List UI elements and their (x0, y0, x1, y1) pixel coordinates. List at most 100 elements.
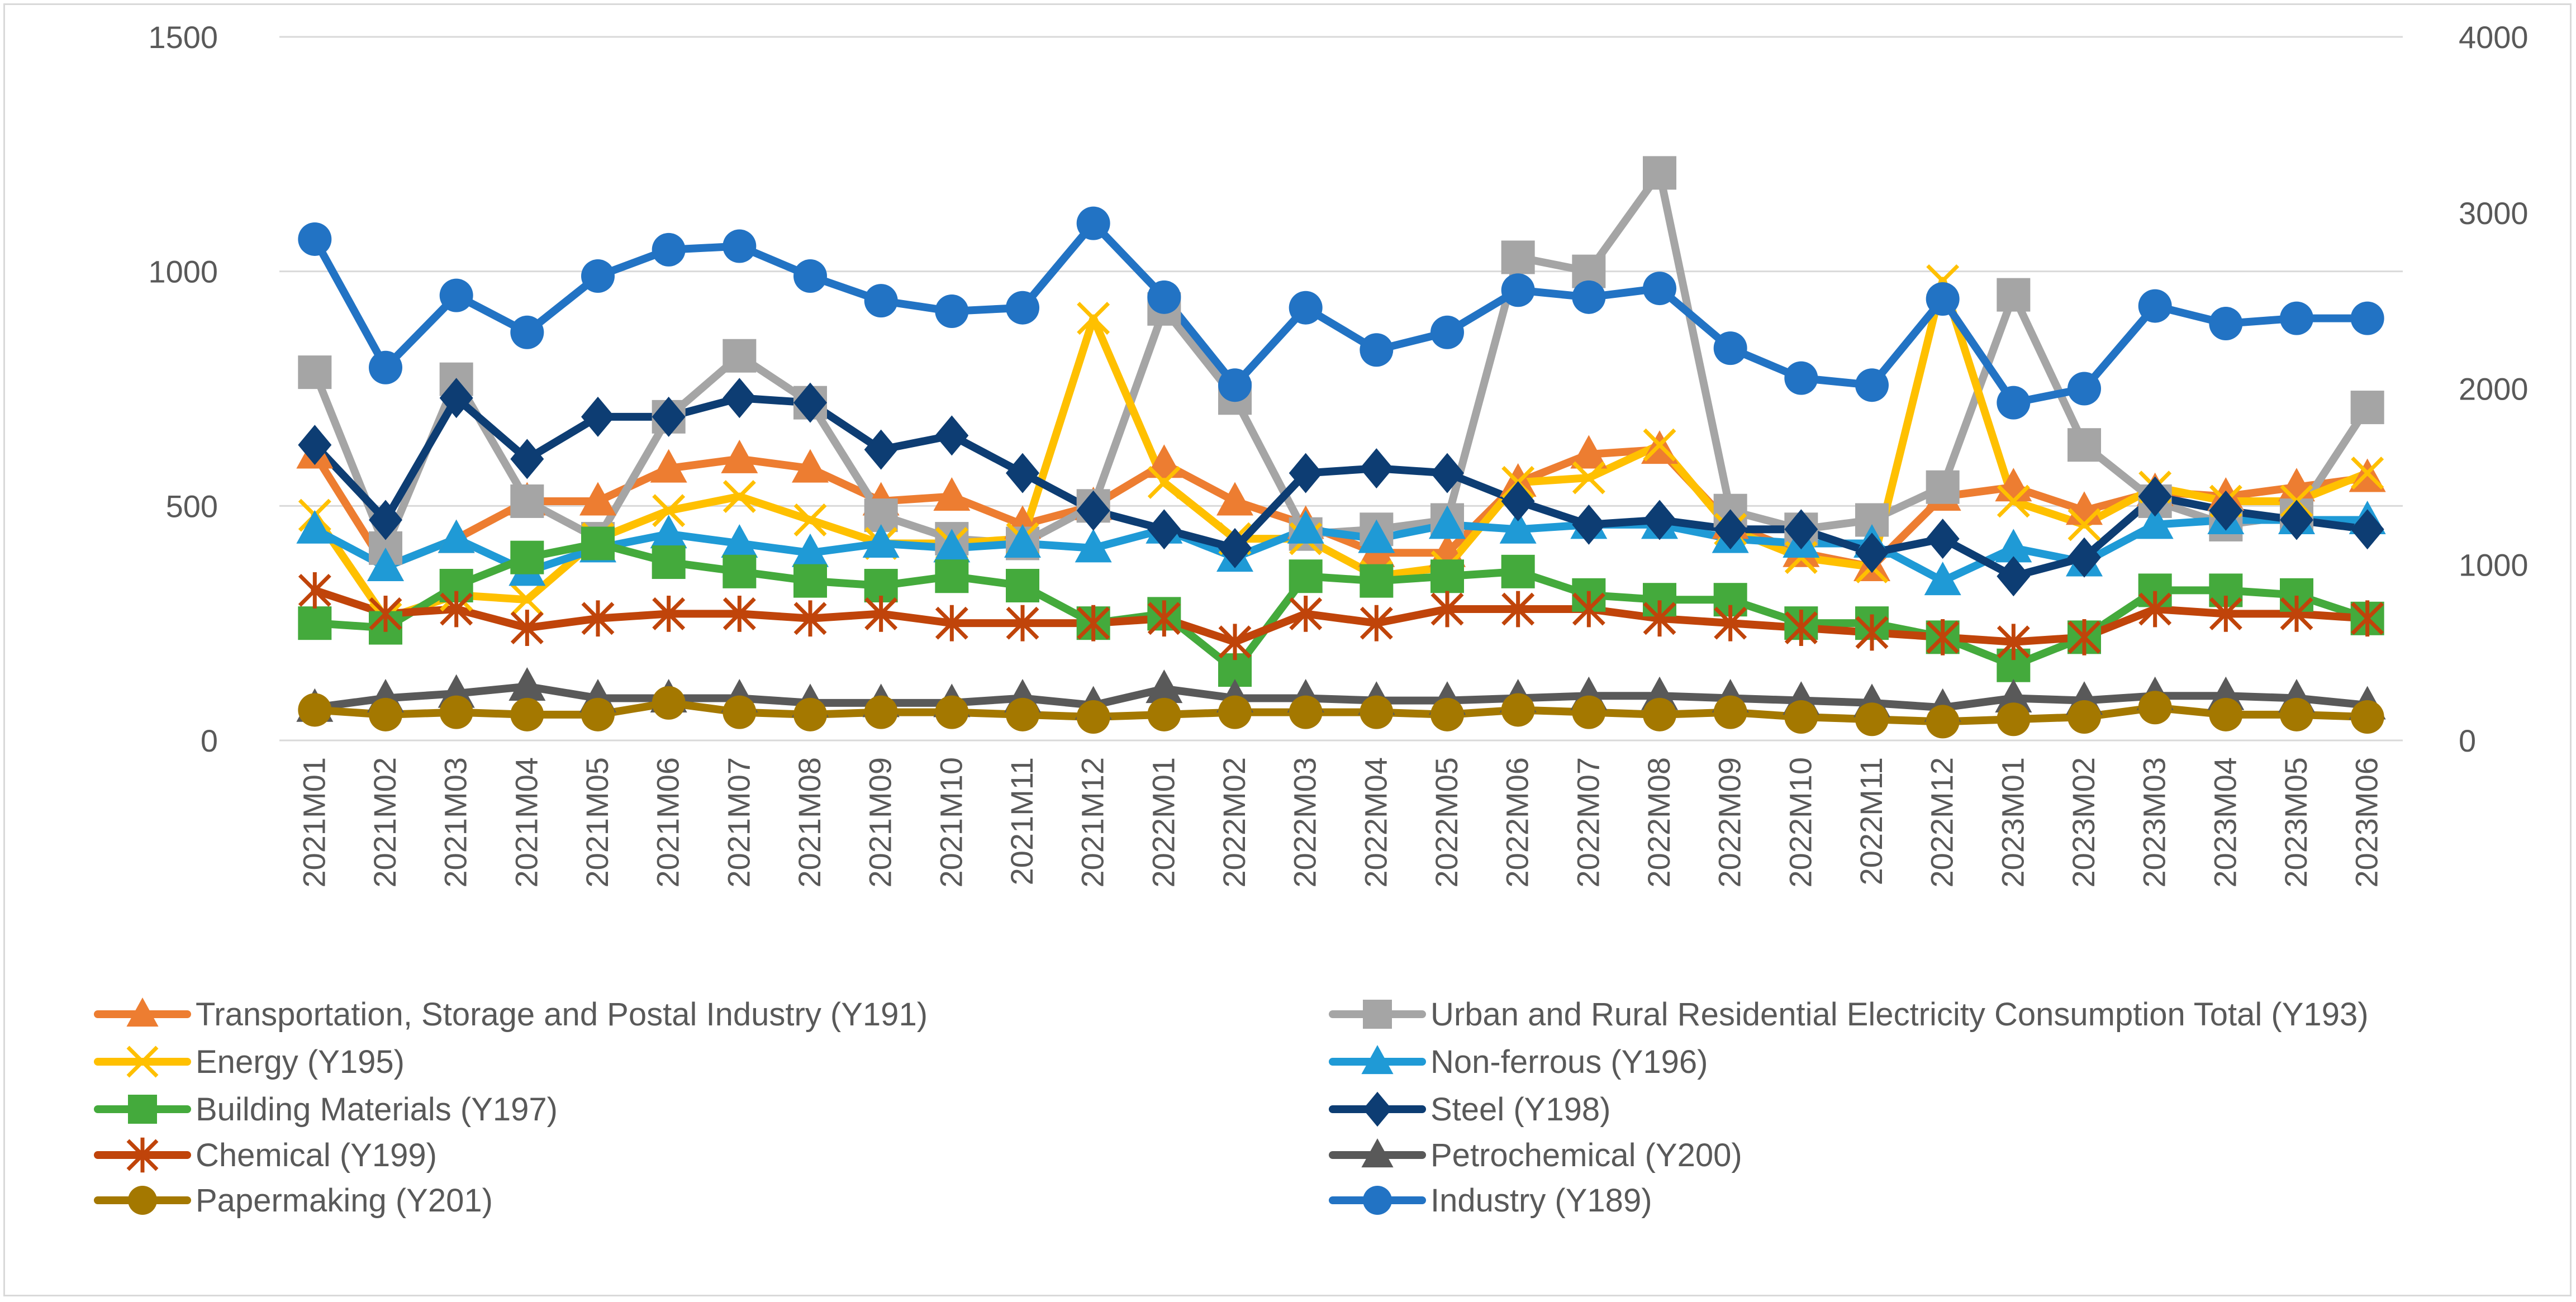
data-point-8-20 (1713, 695, 1747, 729)
data-point-8-28 (2280, 697, 2313, 731)
data-point-3-1 (367, 547, 404, 581)
data-point-5-6 (723, 378, 757, 419)
data-point-2-29 (2351, 457, 2384, 490)
data-point-5-28 (2280, 500, 2313, 540)
data-point-6-20 (1714, 605, 1747, 642)
data-point-8-23 (1926, 705, 1960, 739)
legend-swatch-marker (126, 997, 159, 1027)
data-point-2-12 (1147, 465, 1181, 499)
legend-label: Industry (Y189) (1430, 1182, 1652, 1219)
data-point-5-25 (2068, 537, 2101, 578)
data-point-8-26 (2138, 691, 2172, 725)
series-line-8 (311, 698, 2371, 726)
data-point-5-1 (369, 500, 402, 540)
data-point-6-22 (1855, 614, 1889, 651)
data-point-6-0 (298, 572, 331, 609)
data-point-8-24 (1997, 702, 2031, 736)
data-point-8-6 (723, 695, 757, 729)
series-markers (296, 156, 2386, 739)
data-point-5-27 (2209, 490, 2243, 531)
data-point-0-5 (650, 449, 687, 483)
x-axis-tick-label: 2021M07 (721, 757, 756, 888)
data-point-0-13 (1216, 482, 1253, 516)
data-point-6-10 (1006, 605, 1039, 642)
data-point-3-23 (1924, 562, 1961, 596)
data-point-5-4 (581, 396, 615, 437)
right-axis-tick-label: 4000 (2459, 20, 2529, 55)
legend-label: Papermaking (Y201) (196, 1182, 493, 1219)
data-point-8-25 (2068, 700, 2101, 734)
data-point-5-16 (1430, 453, 1464, 493)
x-axis-tick-label: 2022M07 (1570, 757, 1605, 888)
x-axis-tick-label: 2022M10 (1783, 757, 1818, 888)
data-point-9-14 (1289, 291, 1323, 325)
data-point-9-0 (298, 222, 332, 256)
x-axis-tick-label: 2023M01 (1995, 757, 2030, 888)
data-point-8-9 (935, 695, 969, 729)
data-point-2-7 (793, 503, 827, 536)
data-point-9-6 (723, 229, 757, 263)
data-point-2-19 (1643, 428, 1676, 462)
x-axis-tick-label: 2023M03 (2137, 757, 2172, 888)
data-point-8-14 (1289, 695, 1323, 729)
legend-swatch-marker (126, 1137, 159, 1173)
data-point-3-7 (792, 533, 829, 567)
data-point-5-19 (1643, 500, 1676, 540)
legend-label: Petrochemical (Y200) (1430, 1137, 1742, 1173)
legend: Transportation, Storage and Postal Indus… (94, 996, 2369, 1219)
data-point-6-11 (1077, 605, 1110, 642)
data-point-6-3 (510, 610, 544, 646)
data-point-8-0 (298, 693, 332, 727)
data-point-6-5 (652, 595, 686, 632)
data-point-5-21 (1784, 509, 1818, 550)
data-point-6-15 (1360, 605, 1393, 642)
right-axis-tick-label: 0 (2459, 723, 2476, 758)
data-point-4-4 (581, 526, 615, 560)
x-axis-tick-label: 2021M04 (508, 757, 544, 888)
data-point-5-29 (2350, 509, 2384, 550)
data-point-8-17 (1501, 693, 1535, 727)
legend-swatch-marker (126, 1046, 159, 1078)
x-axis-tick-label: 2021M03 (438, 757, 473, 888)
data-point-5-17 (1501, 481, 1535, 521)
data-point-3-24 (1995, 529, 2032, 563)
data-point-0-18 (1570, 435, 1608, 469)
left-axis-ticks: 0 500 1000 1500 (148, 20, 218, 758)
data-point-1-19 (1643, 156, 1676, 190)
data-point-9-4 (581, 259, 615, 293)
data-point-6-27 (2209, 595, 2242, 632)
x-axis-tick-label: 2022M09 (1712, 757, 1747, 888)
data-point-5-10 (1006, 453, 1039, 493)
data-point-6-24 (1997, 624, 2030, 660)
data-point-5-8 (864, 429, 898, 470)
x-axis-tick-label: 2023M02 (2066, 757, 2101, 888)
x-axis-tick-label: 2022M11 (1853, 757, 1889, 885)
legend-label: Energy (Y195) (196, 1044, 405, 1080)
data-point-9-17 (1501, 273, 1535, 307)
x-axis-ticks: 2021M01 2021M02 2021M03 2021M04 2021M05 2021M… (296, 757, 2384, 888)
legend-swatch-marker (1363, 1186, 1392, 1215)
data-point-8-4 (581, 697, 615, 731)
data-point-6-21 (1784, 610, 1818, 646)
data-point-8-2 (439, 695, 473, 729)
data-point-8-5 (652, 686, 686, 720)
data-point-9-5 (652, 232, 686, 267)
data-point-4-0 (298, 606, 332, 640)
data-point-3-5 (650, 515, 687, 549)
data-point-9-25 (2068, 372, 2101, 406)
data-point-6-9 (935, 605, 968, 642)
chart-frame (3, 3, 2572, 1296)
data-point-6-8 (864, 595, 898, 632)
legend-label: Steel (Y198) (1430, 1091, 1610, 1128)
data-point-1-3 (510, 484, 544, 518)
data-point-4-15 (1360, 564, 1394, 598)
data-point-6-13 (1218, 624, 1252, 660)
data-point-3-11 (1075, 529, 1112, 563)
data-point-9-15 (1360, 333, 1394, 367)
data-point-3-15 (1358, 519, 1395, 553)
data-point-9-24 (1997, 386, 2031, 420)
data-point-8-16 (1430, 697, 1464, 731)
right-axis-tick-label: 1000 (2459, 547, 2529, 582)
data-point-5-13 (1218, 528, 1252, 568)
